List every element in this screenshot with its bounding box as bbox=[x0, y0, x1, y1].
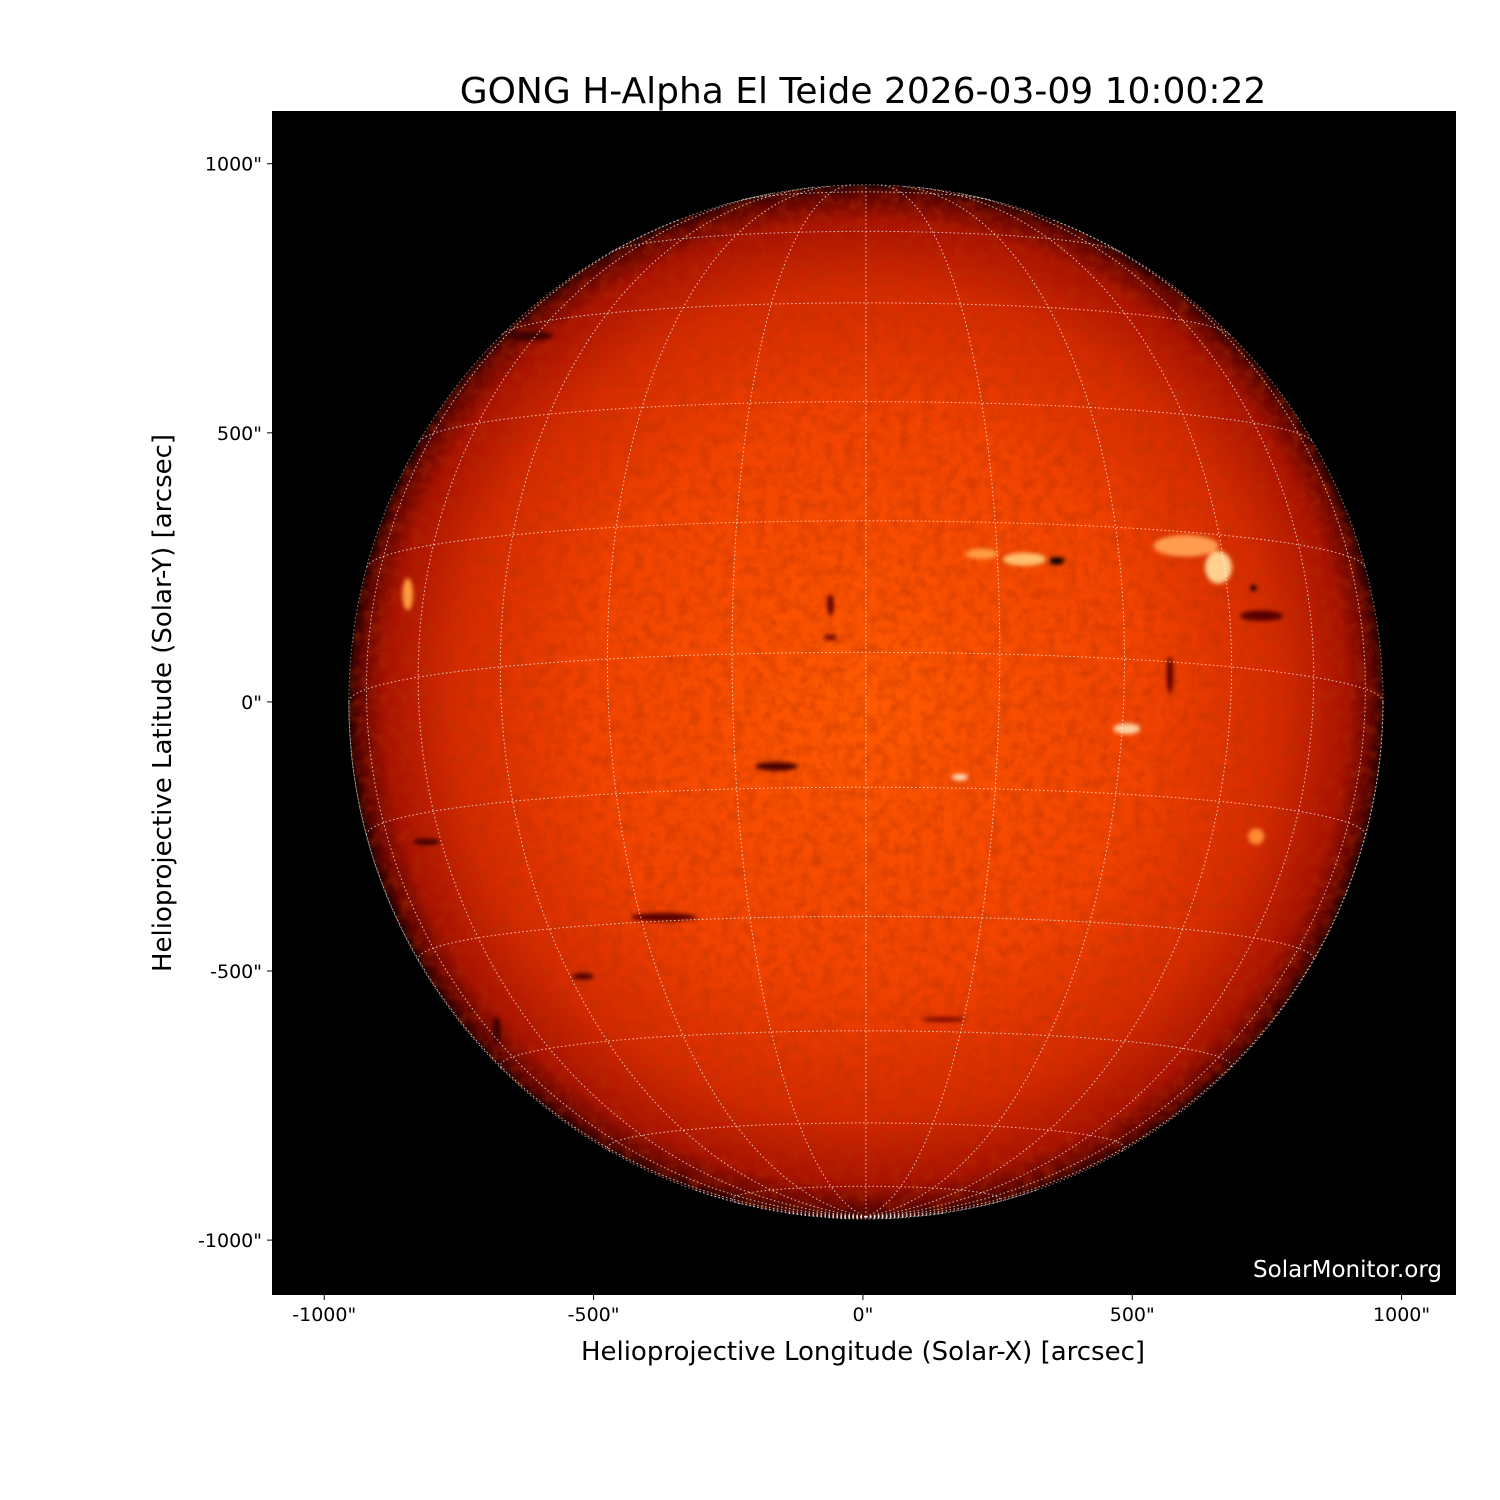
x-tick-label: 0" bbox=[853, 1304, 874, 1326]
latitude-line bbox=[366, 520, 1366, 568]
x-tick-label: -1000" bbox=[292, 1304, 356, 1326]
x-axis: -1000" -500" 0" 500" 1000" bbox=[292, 1295, 1430, 1326]
plage bbox=[1113, 723, 1141, 735]
x-axis-label: Helioprojective Longitude (Solar-X) [arc… bbox=[581, 1337, 1145, 1367]
filament bbox=[631, 912, 697, 922]
heliographic-grid bbox=[348, 184, 1384, 1220]
longitude-line bbox=[865, 1216, 876, 1220]
x-tick-label: -500" bbox=[568, 1304, 620, 1326]
x-tick-label: 1000" bbox=[1373, 1304, 1430, 1326]
plage bbox=[1002, 552, 1047, 566]
y-axis: 1000" 500" 0" -500" -1000" bbox=[198, 154, 272, 1252]
y-tick-label: 1000" bbox=[205, 154, 262, 176]
longitude-line bbox=[865, 219, 1366, 1218]
longitude-line bbox=[606, 185, 866, 1218]
latitude-line bbox=[499, 1030, 1233, 1069]
plage bbox=[1248, 828, 1265, 845]
plage bbox=[1204, 551, 1232, 584]
sunspot bbox=[1049, 557, 1065, 565]
latitude-line bbox=[418, 401, 1314, 442]
y-tick-label: -1000" bbox=[198, 1230, 262, 1252]
filament bbox=[824, 634, 838, 641]
longitude-line bbox=[865, 185, 1126, 1218]
longitude-line bbox=[365, 219, 866, 1218]
filament bbox=[922, 1017, 966, 1022]
filament bbox=[1166, 656, 1174, 694]
longitude-line bbox=[865, 1216, 893, 1219]
plage bbox=[402, 578, 414, 611]
sunspot bbox=[1250, 584, 1257, 592]
plage bbox=[1153, 535, 1219, 557]
y-tick-label: 500" bbox=[217, 423, 262, 445]
watermark: SolarMonitor.org bbox=[1253, 1257, 1442, 1283]
filament bbox=[827, 594, 834, 616]
plot-title: GONG H-Alpha El Teide 2026-03-09 10:00:2… bbox=[460, 71, 1267, 112]
limb-line bbox=[348, 184, 1384, 1220]
filament bbox=[413, 838, 441, 846]
longitude-line bbox=[417, 192, 866, 1218]
longitude-line bbox=[865, 1189, 1037, 1218]
filament bbox=[1239, 610, 1284, 622]
filament bbox=[504, 331, 554, 341]
chromospheric-texture bbox=[348, 184, 1384, 1220]
y-tick-label: -500" bbox=[210, 961, 262, 983]
longitude-line bbox=[856, 1216, 867, 1220]
longitude-line bbox=[865, 192, 1315, 1218]
latitude-line bbox=[365, 786, 1366, 836]
filament bbox=[755, 762, 799, 771]
latitude-line bbox=[731, 1185, 1001, 1204]
x-tick-label: 500" bbox=[1110, 1304, 1155, 1326]
plage bbox=[951, 774, 968, 781]
plage bbox=[965, 548, 998, 560]
image-layer: SolarMonitor.org bbox=[348, 184, 1442, 1283]
filament bbox=[572, 973, 594, 980]
y-axis-label: Helioprojective Latitude (Solar-Y) [arcs… bbox=[148, 434, 178, 972]
y-tick-label: 0" bbox=[241, 692, 262, 714]
